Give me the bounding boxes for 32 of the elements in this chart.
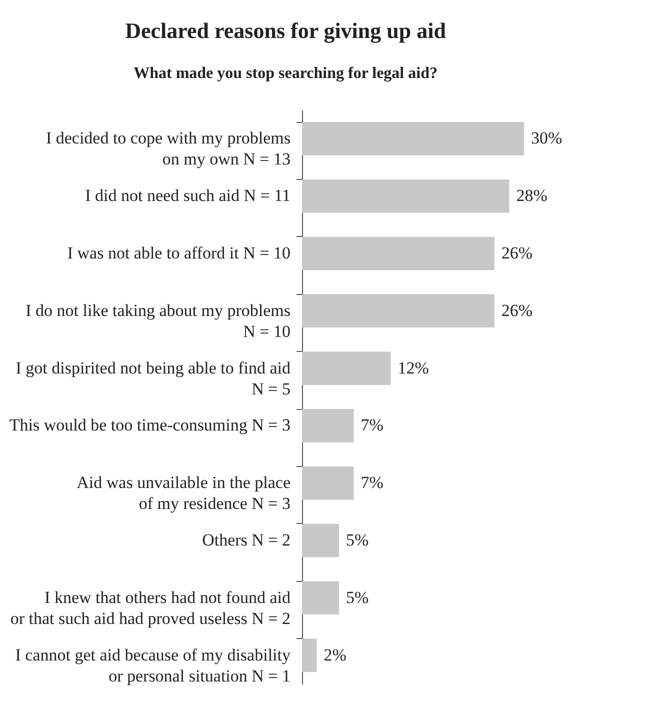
bar (302, 409, 354, 442)
y-tick-label: I was not able to afford it N = 10 (67, 244, 290, 262)
bar (302, 352, 391, 385)
y-tick-label: Aid was unvailable in the place of my residence N = 3 (76, 473, 290, 514)
data-label: 26% (501, 300, 533, 320)
chart-subtitle: What made you stop searching for legal aid? (134, 65, 438, 82)
bar (302, 236, 494, 270)
bar (302, 122, 524, 156)
data-label: 5% (346, 588, 369, 607)
chart-title: Declared reasons for giving up aid (125, 18, 446, 43)
data-label: 7% (360, 473, 384, 492)
data-label: 28% (516, 186, 548, 206)
bar (302, 179, 510, 213)
y-tick-label: I cannot get aid because of my disability or personal situation N = 1 (15, 645, 291, 686)
data-label: 2% (324, 645, 346, 664)
bar (302, 581, 339, 615)
data-label: 30% (531, 128, 562, 148)
bar (302, 638, 317, 672)
y-tick-label: I decided to cope with my problems on my own N = 13 (46, 128, 290, 169)
bar (302, 524, 339, 558)
data-label: 26% (501, 244, 533, 262)
data-label: 7% (360, 416, 384, 435)
y-tick-label: Others N = 2 (202, 530, 290, 550)
y-tick-label: This would be too time-consuming N = 3 (9, 416, 290, 435)
y-tick-label: I did not need such aid N = 11 (85, 186, 290, 206)
y-tick-label: I knew that others had not found aid or that such aid had proved useless N = 2 (10, 588, 291, 628)
y-tick-label: I got dispirited not being able to find aid N = 5 (16, 358, 291, 398)
data-label: 12% (398, 358, 429, 378)
bar (302, 466, 354, 500)
data-label: 5% (346, 530, 369, 550)
bar (302, 294, 494, 328)
y-tick-label: I do not like taking about my problems N = 10 (26, 300, 290, 341)
